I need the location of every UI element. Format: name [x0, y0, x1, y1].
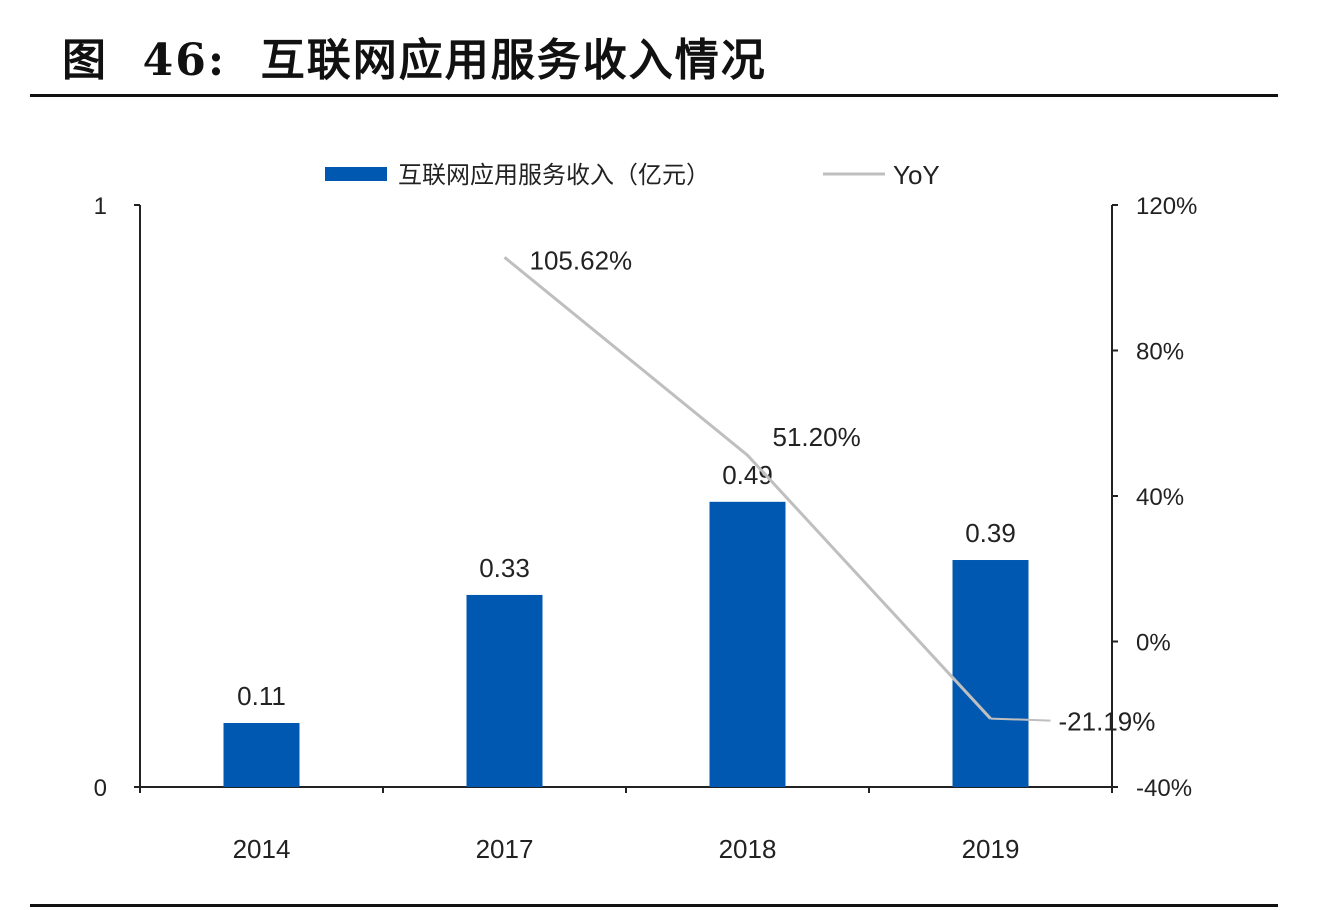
x-tick-label: 2019 [962, 834, 1020, 864]
bar-data-label: 0.11 [237, 681, 286, 711]
right-tick-label: 0% [1136, 630, 1171, 657]
right-tick-label: 120% [1136, 193, 1197, 220]
legend-line-label: YoY [893, 160, 940, 190]
legend-bar-label: 互联网应用服务收入（亿元） [398, 162, 710, 189]
x-tick-label: 2018 [719, 834, 777, 864]
line-data-label: 105.62% [530, 245, 633, 275]
leader-line [990, 717, 1051, 722]
top-rule [30, 94, 1278, 97]
bar [952, 560, 1029, 787]
right-tick-label: -40% [1136, 775, 1192, 802]
line-data-label: -21.19% [1059, 707, 1156, 737]
x-tick-label: 2014 [233, 834, 291, 864]
bar [223, 722, 300, 787]
bar [709, 501, 786, 787]
legend-bar-swatch [325, 167, 387, 181]
left-tick-label: 0 [94, 775, 107, 802]
line-data-label: 51.20% [773, 422, 861, 452]
right-tick-label: 80% [1136, 339, 1184, 366]
right-tick-label: 40% [1136, 484, 1184, 511]
x-tick-label: 2017 [476, 834, 534, 864]
yoy-line [503, 256, 992, 720]
bottom-rule [30, 904, 1278, 907]
bar [466, 594, 543, 787]
bar-data-label: 0.33 [479, 553, 530, 583]
figure-title: 图 46: 互联网应用服务收入情况 [62, 35, 767, 86]
left-tick-label: 1 [94, 193, 107, 220]
bar-data-label: 0.39 [965, 518, 1016, 548]
